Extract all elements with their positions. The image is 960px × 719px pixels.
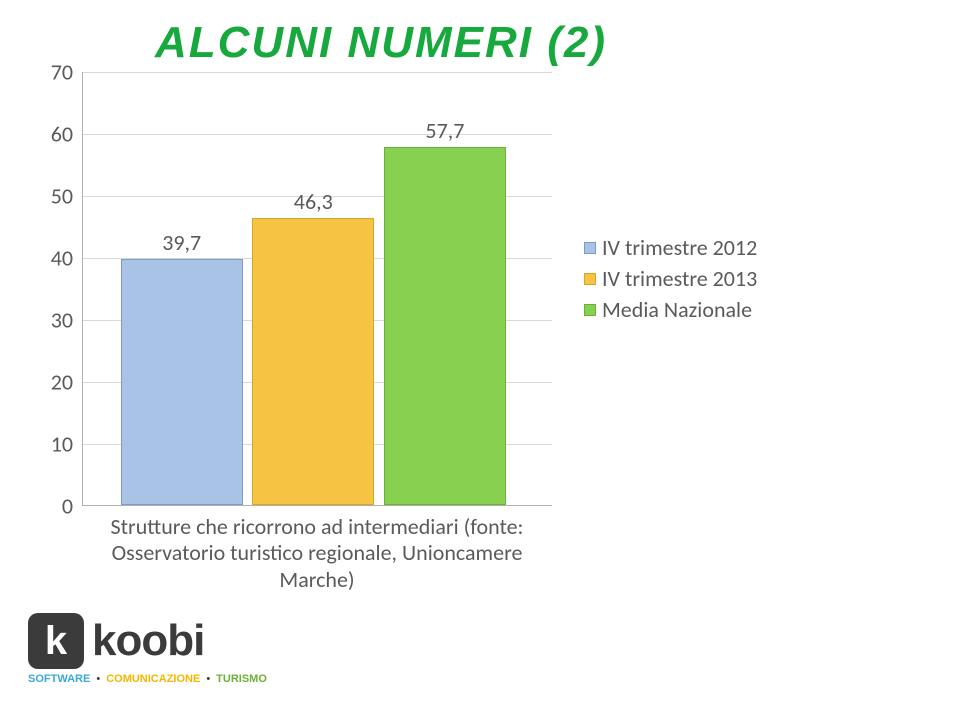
logo-mark: k: [28, 613, 84, 669]
y-tick-label: 10: [51, 431, 73, 458]
logo-tagline: SOFTWARE•COMUNICAZIONE•TURISMO: [28, 673, 256, 685]
bar: 46,3: [252, 218, 374, 505]
slide-title: ALCUNI NUMERI (2): [155, 18, 607, 68]
tagline-separator: •: [206, 673, 210, 685]
legend-swatch: [584, 304, 596, 316]
y-tick-label: 60: [51, 121, 73, 148]
y-tick-label: 40: [51, 245, 73, 272]
legend: IV trimestre 2012 IV trimestre 2013 Media …: [584, 234, 757, 327]
y-tick-label: 30: [51, 307, 73, 334]
legend-item: IV trimestre 2012: [584, 234, 757, 261]
legend-label: IV trimestre 2012: [602, 234, 757, 261]
legend-swatch: [584, 273, 596, 285]
x-axis-label: Strutture che ricorrono ad intermediari …: [82, 514, 552, 593]
legend-label: IV trimestre 2013: [602, 265, 757, 292]
gridline: [83, 72, 552, 73]
bar-value-label: 57,7: [425, 117, 464, 144]
legend-label: Media Nazionale: [602, 296, 752, 323]
tagline-word: COMUNICAZIONE: [106, 673, 200, 685]
gridline: [83, 134, 552, 135]
tagline-separator: •: [96, 673, 100, 685]
bar-value-label: 39,7: [162, 229, 201, 256]
tagline-word: SOFTWARE: [28, 673, 90, 685]
legend-item: IV trimestre 2013: [584, 265, 757, 292]
logo-wordmark: koobi: [92, 616, 204, 666]
legend-swatch: [584, 242, 596, 254]
plot-area: 01020304050607039,746,357,7: [82, 72, 552, 506]
tagline-word: TURISMO: [216, 673, 267, 685]
y-tick-label: 50: [51, 183, 73, 210]
slide-root: ALCUNI NUMERI (2) 01020304050607039,746,…: [0, 0, 960, 719]
bar: 57,7: [384, 147, 506, 505]
logo-top-row: k koobi: [28, 613, 256, 669]
legend-item: Media Nazionale: [584, 296, 757, 323]
y-tick-label: 20: [51, 369, 73, 396]
y-tick-label: 70: [51, 59, 73, 86]
bar-value-label: 46,3: [294, 188, 333, 215]
brand-logo: k koobi SOFTWARE•COMUNICAZIONE•TURISMO: [28, 613, 256, 695]
y-tick-label: 0: [62, 493, 73, 520]
bar: 39,7: [121, 259, 243, 505]
bar-chart: 01020304050607039,746,357,7 Strutture ch…: [14, 72, 946, 552]
